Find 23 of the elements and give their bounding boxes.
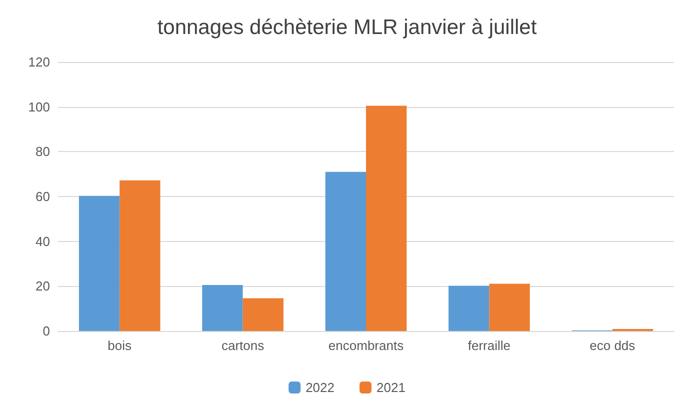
y-tick-label: 80 bbox=[36, 144, 50, 160]
bar bbox=[366, 106, 407, 331]
y-tick-label: 40 bbox=[36, 234, 50, 249]
y-tick-label: 0 bbox=[42, 324, 50, 338]
bar bbox=[120, 180, 160, 331]
x-tick-label: ferraille bbox=[468, 338, 511, 353]
bar bbox=[78, 196, 120, 331]
chart-title: tonnages déchèterie MLR janvier à juillet bbox=[157, 16, 537, 39]
legend-label: 2021 bbox=[376, 380, 406, 395]
y-tick-label: 60 bbox=[36, 189, 50, 204]
bar bbox=[325, 172, 366, 331]
x-tick-label: eco dds bbox=[590, 338, 636, 353]
x-tick-label: encombrants bbox=[328, 338, 404, 353]
bar bbox=[242, 298, 284, 331]
y-tick-label: 20 bbox=[36, 278, 50, 294]
x-tick-label: bois bbox=[108, 338, 132, 353]
bar bbox=[489, 284, 530, 331]
x-tick-label: cartons bbox=[221, 338, 265, 353]
legend-label: 2022 bbox=[306, 380, 334, 395]
y-tick-label: 120 bbox=[28, 54, 50, 70]
bar bbox=[448, 286, 490, 331]
y-tick-label: 100 bbox=[28, 99, 50, 114]
bar bbox=[202, 285, 243, 331]
